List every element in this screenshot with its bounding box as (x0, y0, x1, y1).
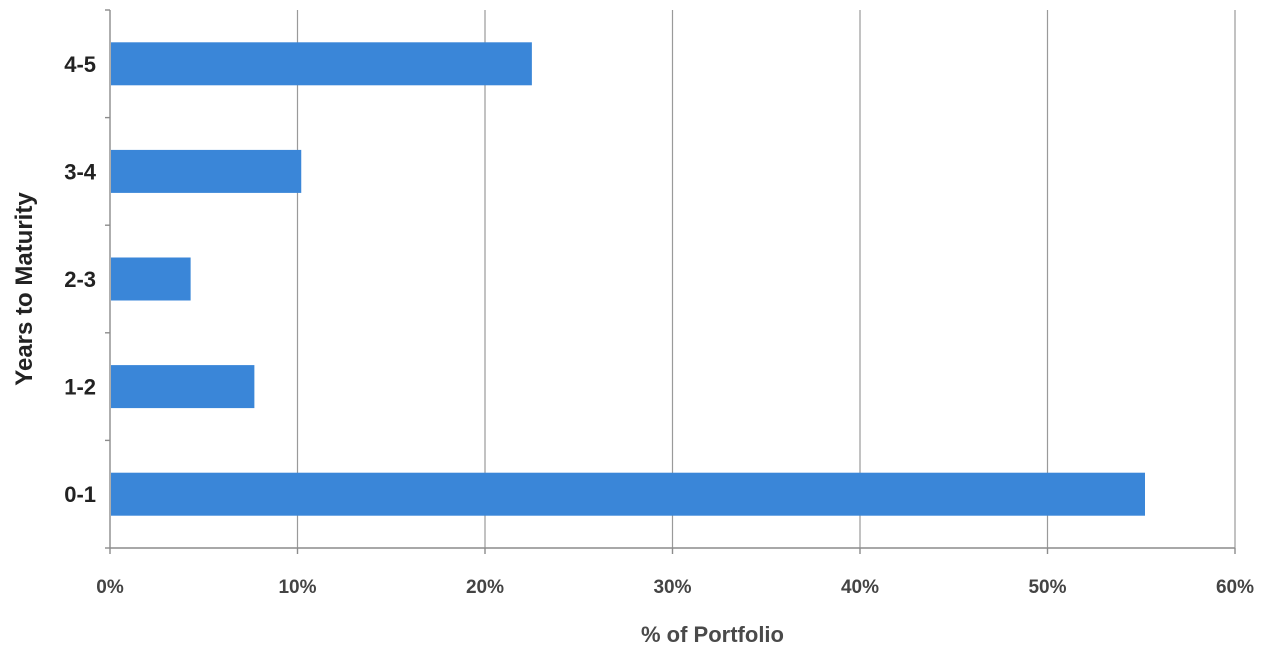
bars (111, 42, 1145, 516)
y-tick-label: 2-3 (64, 267, 96, 292)
x-tick-labels: 0% 10% 20% 30% 40% 50% 60% (96, 577, 1254, 598)
y-tick-labels: 0-1 1-2 2-3 3-4 4-5 (64, 52, 97, 507)
x-tick-label: 20% (466, 577, 504, 598)
y-tick-label: 3-4 (64, 159, 97, 184)
bar-0-1 (111, 472, 1145, 516)
gridlines (296, 10, 1236, 548)
bar-1-2 (111, 365, 255, 409)
bar-3-4 (111, 149, 302, 193)
y-axis-title: Years to Maturity (11, 192, 38, 386)
x-tick-label: 60% (1216, 577, 1254, 598)
x-tick-label: 50% (1028, 577, 1066, 598)
y-tick-label: 4-5 (64, 52, 96, 77)
axes (105, 9, 1236, 554)
bar-2-3 (111, 257, 191, 301)
x-tick-label: 40% (841, 577, 879, 598)
x-tick-label: 0% (96, 577, 124, 598)
x-axis-title: % of Portfolio (641, 622, 784, 647)
x-tick-label: 10% (278, 577, 316, 598)
y-tick-label: 1-2 (64, 375, 96, 400)
bar-4-5 (111, 42, 532, 86)
y-tick-label: 0-1 (64, 482, 96, 507)
x-tick-label: 30% (653, 577, 691, 598)
